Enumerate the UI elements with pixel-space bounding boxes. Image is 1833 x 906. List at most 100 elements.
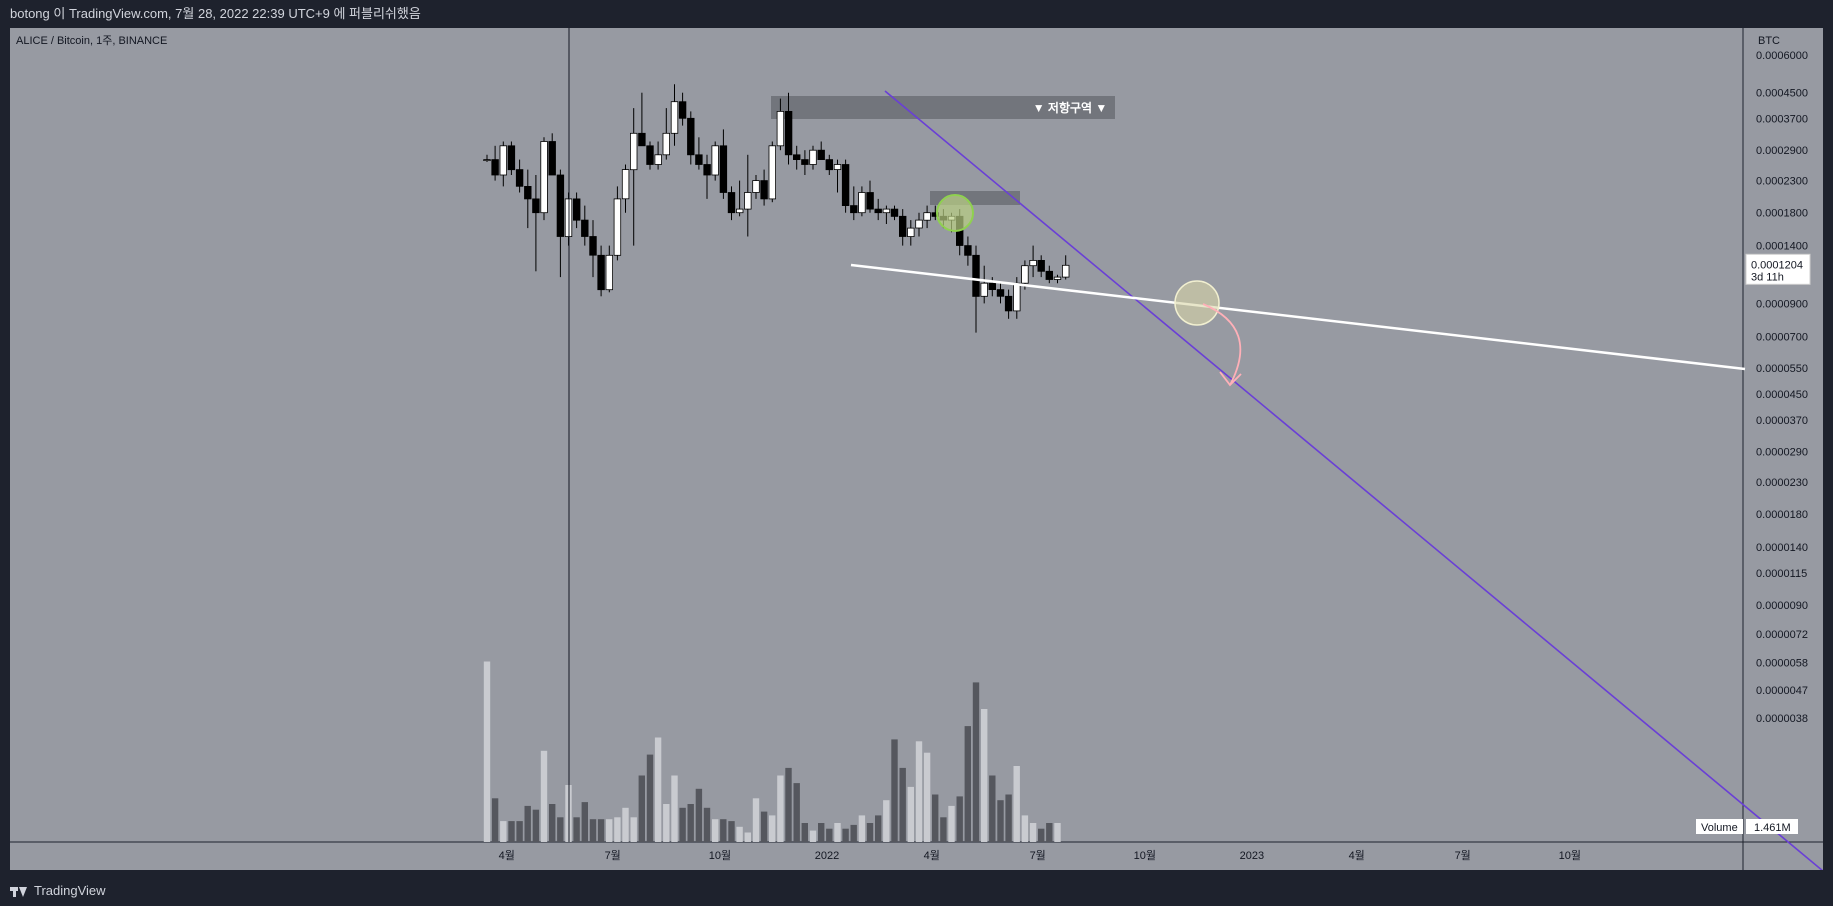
volume-bar xyxy=(964,726,971,842)
volume-bar xyxy=(703,807,711,842)
marker-circle-yellow xyxy=(1174,280,1220,326)
candle-body xyxy=(752,180,760,193)
volume-bar xyxy=(606,819,613,842)
candle-body xyxy=(491,159,499,176)
candle-body xyxy=(964,245,972,256)
price-axis xyxy=(1743,28,1823,870)
volume-bar xyxy=(671,775,678,842)
volume-bar xyxy=(932,794,939,842)
candle-body xyxy=(784,111,793,156)
candle-body xyxy=(915,219,923,229)
candle-body xyxy=(662,132,670,156)
volume-bar xyxy=(508,821,515,842)
candle-body xyxy=(540,141,548,214)
candle-body xyxy=(776,111,785,147)
volume-bar xyxy=(842,828,849,842)
candle-body xyxy=(524,185,532,200)
candle-body xyxy=(646,145,654,165)
price-tick-label: 0.0000038 xyxy=(1756,713,1808,725)
price-tick-label: 0.0000550 xyxy=(1756,363,1808,375)
volume-bar xyxy=(630,817,637,842)
candle-body xyxy=(483,159,491,162)
candle-body xyxy=(1029,259,1037,267)
candle-body xyxy=(711,145,719,176)
candle-body xyxy=(678,101,687,119)
volume-bar xyxy=(483,661,491,842)
volume-bar xyxy=(1046,823,1053,842)
candle-body xyxy=(638,132,646,147)
candle-body xyxy=(719,145,728,193)
volume-bar xyxy=(989,775,996,842)
candle-body xyxy=(760,180,768,200)
price-tick-label: 0.0000450 xyxy=(1756,389,1808,401)
candle-body xyxy=(899,215,907,237)
candle-body xyxy=(532,198,540,214)
price-tick-label: 0.0000180 xyxy=(1756,509,1808,521)
volume-bar xyxy=(695,788,703,842)
candle-body xyxy=(882,208,891,214)
candle-body xyxy=(695,154,703,165)
price-chart[interactable]: ALICE / Bitcoin, 1주, BINANCE BTC 0.00060… xyxy=(10,28,1823,870)
volume-bar xyxy=(491,798,499,842)
candle-body xyxy=(841,164,850,206)
time-ticks: 4월 7월 10월 2022 4월 7월 10월 2023 4월 7월 10월 xyxy=(499,849,1581,862)
candle-body xyxy=(817,149,825,160)
candle-body xyxy=(687,117,695,156)
volume-bar xyxy=(899,767,906,842)
volume-bar xyxy=(1005,794,1012,842)
volume-bar xyxy=(858,815,866,842)
time-tick-label: 7월 xyxy=(605,849,621,862)
price-tick-label: 0.0000115 xyxy=(1756,568,1807,580)
candle-body xyxy=(548,141,556,176)
candle-body xyxy=(507,145,516,171)
volume-bar xyxy=(736,826,743,842)
volume-bar xyxy=(1029,823,1037,842)
candle-body xyxy=(703,164,711,176)
symbol-title: ALICE / Bitcoin, 1주, BINANCE xyxy=(16,35,167,47)
candle-body xyxy=(581,219,589,237)
candle-body xyxy=(907,227,915,238)
time-tick-label: 7월 xyxy=(1455,849,1471,862)
price-tick-label: 0.0004500 xyxy=(1756,88,1808,100)
price-tick-label: 0.0000370 xyxy=(1756,415,1808,427)
candle-body xyxy=(727,192,736,214)
volume-bar xyxy=(769,815,776,842)
volume-bar xyxy=(752,798,760,842)
volume-bar xyxy=(972,682,980,842)
time-tick-label: 10월 xyxy=(1559,849,1581,862)
volume-bar xyxy=(638,775,645,842)
price-tick-label: 0.0002900 xyxy=(1756,145,1808,157)
price-tick-label: 0.0000072 xyxy=(1756,629,1808,641)
volume-bar xyxy=(785,767,792,842)
volume-bar xyxy=(622,807,629,842)
candle-body xyxy=(980,282,988,297)
volume-bar xyxy=(981,709,988,842)
last-price-value: 0.0001204 xyxy=(1751,259,1803,271)
candle-body xyxy=(744,192,752,210)
candle-body xyxy=(597,254,605,291)
footer-brand: TradingView xyxy=(0,876,1833,906)
volume-bar xyxy=(891,739,898,842)
candle-body xyxy=(499,145,507,176)
price-tick-label: 0.0000090 xyxy=(1756,600,1808,612)
volume-bar xyxy=(1013,766,1020,842)
volume-bar xyxy=(524,805,531,842)
candle-body xyxy=(850,205,858,214)
volume-bar xyxy=(540,750,548,842)
volume-bar xyxy=(728,821,735,842)
volume-bar xyxy=(866,823,874,842)
volume-bar xyxy=(581,802,588,842)
candle-body xyxy=(1037,259,1045,272)
price-tick-label: 0.0000058 xyxy=(1756,658,1808,670)
marker-circle-green xyxy=(936,194,974,232)
volume-value-badge xyxy=(1746,819,1798,834)
volume-value: 1.461M xyxy=(1754,822,1791,834)
volume-bar xyxy=(997,800,1004,842)
volume-bar xyxy=(712,819,719,842)
time-tick-label: 4월 xyxy=(1349,849,1365,862)
price-tick-label: 0.0000290 xyxy=(1756,447,1808,459)
last-price-countdown: 3d 11h xyxy=(1751,271,1784,283)
candle-body xyxy=(736,208,744,214)
volume-bar xyxy=(777,775,784,842)
volume-bar xyxy=(834,823,841,842)
